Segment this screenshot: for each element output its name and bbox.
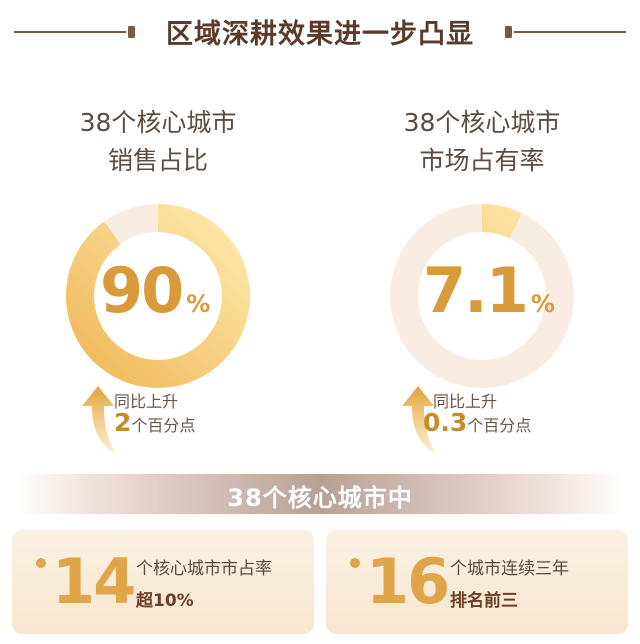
percent-sign: % — [186, 290, 211, 318]
stat-description: 个核心城市市占率 — [136, 559, 272, 579]
metric-label-market-share: 38个核心城市 市场占有率 — [352, 104, 612, 180]
market-share-number: 7.1 — [423, 254, 529, 327]
bullet-dot-icon — [350, 558, 360, 568]
stat-number: 14 — [52, 545, 136, 618]
percent-sign: % — [530, 290, 555, 318]
yoy-unit: 个百分点 — [131, 416, 196, 435]
stat-card-ranking: 16 个城市连续三年 排名前三 — [326, 530, 628, 634]
stat-highlight: 超10% — [136, 591, 194, 611]
yoy-label: 同比上升 — [433, 392, 498, 411]
up-arrow-icon — [82, 386, 116, 454]
yoy-number: 2 — [114, 408, 132, 437]
up-arrow-icon — [402, 386, 436, 454]
yoy-value: 2个百分点 — [114, 408, 195, 437]
banner-title: 38个核心城市中 — [227, 484, 413, 512]
metric-label-line1: 38个核心城市 — [79, 108, 237, 137]
metric-label-line2: 市场占有率 — [419, 146, 545, 175]
metric-label-line1: 38个核心城市 — [403, 108, 561, 137]
bullet-dot-icon — [36, 558, 46, 568]
ring-progress — [390, 204, 574, 388]
yoy-label: 同比上升 — [114, 392, 179, 411]
yoy-number: 0.3 — [423, 408, 468, 437]
metric-label-sales-share: 38个核心城市 销售占比 — [28, 104, 288, 180]
sales-share-value: 90% — [100, 254, 210, 327]
title-divider-left — [14, 31, 126, 33]
title-divider-right — [514, 31, 626, 33]
market-share-ring — [390, 204, 574, 388]
section-title-bar: 区域深耕效果进一步凸显 — [0, 10, 640, 54]
ring-progress — [66, 204, 250, 388]
sales-share-number: 90 — [100, 254, 184, 327]
stat-number: 16 — [366, 545, 450, 618]
yoy-unit: 个百分点 — [467, 416, 532, 435]
market-share-value: 7.1% — [423, 254, 555, 327]
title-ornament-left — [128, 26, 135, 38]
stat-description: 个城市连续三年 — [450, 559, 569, 579]
subsection-banner: 38个核心城市中 — [16, 474, 624, 514]
stat-highlight: 排名前三 — [450, 591, 518, 611]
section-title: 区域深耕效果进一步凸显 — [166, 19, 474, 50]
sales-share-ring — [66, 204, 250, 388]
stat-card-market-share: 14 个核心城市市占率 超10% — [12, 530, 314, 634]
yoy-value: 0.3个百分点 — [423, 408, 531, 437]
metric-label-line2: 销售占比 — [107, 146, 208, 175]
title-ornament-right — [505, 26, 512, 38]
